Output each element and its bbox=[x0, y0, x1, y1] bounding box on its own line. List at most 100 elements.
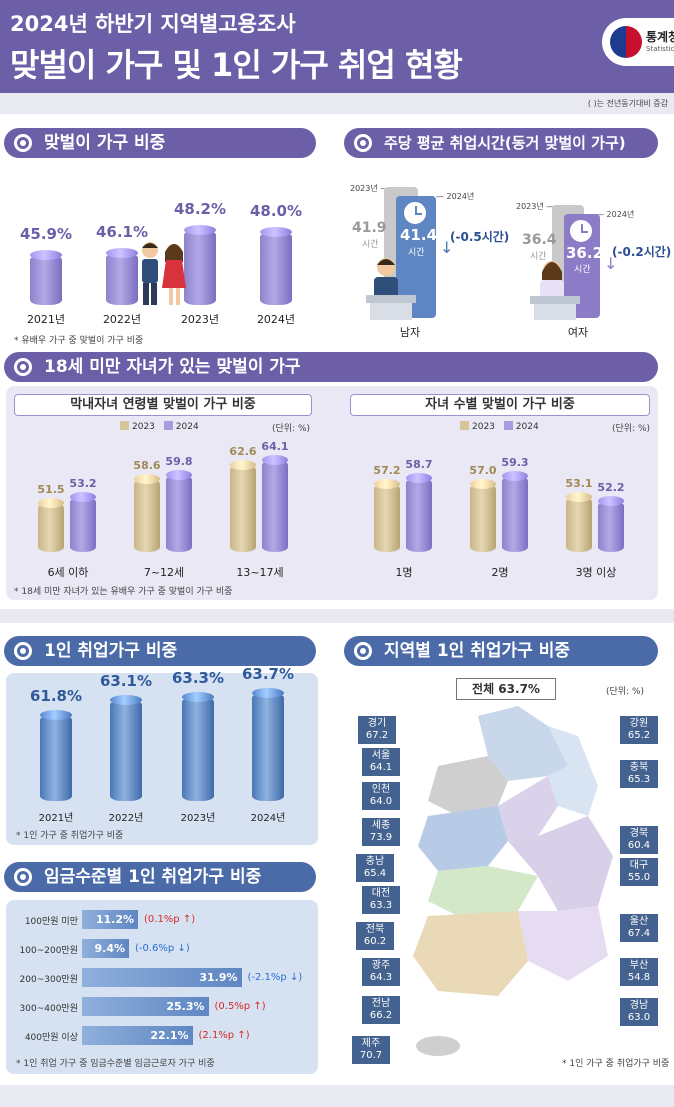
bullet-icon bbox=[14, 868, 32, 886]
single-share-bar bbox=[252, 692, 284, 801]
male-change: (-0.5시간) bbox=[450, 230, 510, 244]
age-bar-2024 bbox=[70, 497, 96, 552]
work-hours-title: 주당 평균 취업시간(동거 맞벌이 가구) bbox=[344, 128, 658, 158]
female-worker-illustration bbox=[530, 258, 580, 324]
age-value-2023: 58.6 bbox=[133, 458, 161, 472]
wage-change: (2.1%p ↑) bbox=[198, 1030, 250, 1041]
count-value-2023: 53.1 bbox=[565, 477, 593, 491]
dual-share-value: 48.2% bbox=[173, 199, 227, 218]
age-legend: 2023 2024 bbox=[114, 421, 199, 432]
wage-change: (0.1%p ↑) bbox=[144, 914, 196, 925]
count-unit: (단위: %) bbox=[612, 424, 651, 434]
female-change: (-0.2시간) bbox=[612, 245, 672, 259]
count-value-2023: 57.2 bbox=[373, 463, 401, 477]
wage-bar: 31.9% bbox=[82, 968, 242, 987]
count-bar-2023 bbox=[566, 497, 592, 552]
count-value-2024: 59.3 bbox=[501, 456, 529, 470]
single-share-year: 2023년 bbox=[180, 813, 216, 824]
wage-note: * 1인 취업 가구 중 임금수준별 임금근로자 가구 비중 bbox=[16, 1059, 215, 1069]
male-2024-value: 41.4 bbox=[400, 226, 438, 244]
age-value-2024: 59.8 bbox=[165, 454, 193, 468]
female-label: 여자 bbox=[567, 326, 589, 339]
wage-title: 임금수준별 1인 취업가구 비중 bbox=[4, 862, 316, 892]
single-share-value: 63.7% bbox=[241, 664, 295, 683]
female-2024-year-label: — 2024년 bbox=[596, 210, 635, 219]
count-value-2023: 57.0 bbox=[469, 464, 497, 478]
female-2023-year-label: 2023년 — bbox=[516, 202, 555, 211]
dual-share-bar bbox=[30, 255, 62, 305]
single-share-value: 61.8% bbox=[29, 687, 83, 706]
dual-share-bar bbox=[184, 229, 216, 305]
down-arrow-icon: ↓ bbox=[604, 254, 618, 273]
age-bar-2023 bbox=[38, 502, 64, 552]
wage-category: 300~400만원 bbox=[19, 1004, 78, 1014]
female-2023-unit: 시간 bbox=[530, 252, 547, 262]
age-bar-2023 bbox=[230, 465, 256, 552]
logo-subtext: Statistics Korea bbox=[646, 45, 674, 53]
age-value-2023: 62.6 bbox=[229, 445, 257, 459]
age-category: 6세 이하 bbox=[47, 566, 89, 579]
header-subtitle: 2024년 하반기 지역별고용조사 bbox=[10, 12, 296, 36]
age-bar-2024 bbox=[262, 460, 288, 552]
single-share-value: 63.1% bbox=[99, 671, 153, 690]
count-category: 2명 bbox=[491, 566, 509, 579]
single-share-bar bbox=[110, 699, 142, 801]
kids-section-title: 18세 미만 자녀가 있는 맞벌이 가구 bbox=[4, 352, 658, 382]
regional-unit: (단위: %) bbox=[606, 687, 645, 697]
wage-bar: 11.2% bbox=[82, 910, 138, 929]
age-category: 13~17세 bbox=[236, 566, 284, 579]
clock-icon bbox=[568, 218, 594, 244]
couple-illustration bbox=[132, 240, 192, 308]
clock-icon bbox=[402, 200, 428, 226]
female-2023-value: 36.4 bbox=[522, 232, 557, 248]
female-2024-unit: 시간 bbox=[574, 265, 591, 275]
bullet-icon bbox=[14, 134, 32, 152]
male-2023-year-label: 2023년 — bbox=[350, 184, 389, 193]
wage-category: 400만원 이상 bbox=[24, 1033, 78, 1043]
count-chart: 57.2 58.7 1명 57.0 59.3 2명 53.1 52.2 3명 이상 bbox=[350, 436, 650, 582]
age-bar-2023 bbox=[134, 478, 160, 552]
age-chart-title: 막내자녀 연령별 맞벌이 가구 비중 bbox=[14, 394, 312, 416]
wage-change: (-0.6%p ↓) bbox=[135, 943, 190, 954]
dual-share-bar bbox=[260, 232, 292, 305]
wage-change: (-2.1%p ↓) bbox=[247, 972, 303, 983]
male-2024-year-label: — 2024년 bbox=[436, 192, 475, 201]
age-value-2024: 64.1 bbox=[261, 440, 289, 454]
count-bar-2024 bbox=[502, 476, 528, 552]
count-chart-title: 자녀 수별 맞벌이 가구 비중 bbox=[350, 394, 650, 416]
age-unit: (단위: %) bbox=[272, 424, 311, 434]
age-chart: 51.5 53.2 6세 이하 58.6 59.8 7~12세 62.6 64.1 13~17세 bbox=[14, 436, 314, 582]
dual-share-chart: 45.9% 2021년 46.1% 2022년 48.2% 2023년 48.0% 2024년 bbox=[0, 165, 330, 335]
count-legend: 2023 2024 bbox=[454, 421, 539, 432]
male-2024-unit: 시간 bbox=[408, 248, 425, 258]
dual-share-value: 45.9% bbox=[19, 225, 73, 244]
dual-share-year: 2021년 bbox=[26, 313, 66, 326]
regional-note: * 1인 가구 중 취업가구 비중 bbox=[562, 1059, 670, 1069]
down-arrow-icon: ↓ bbox=[440, 238, 454, 257]
taegeuk-logo-icon bbox=[610, 26, 642, 58]
wage-bar: 22.1% bbox=[82, 1026, 193, 1045]
male-worker-illustration bbox=[366, 255, 416, 324]
regional-total: 전체 63.7% bbox=[456, 678, 556, 700]
wage-chart: 100만원 미만 11.2% (0.1%p ↑) 100~200만원 9.4% (-0.6… bbox=[6, 900, 318, 1050]
wage-change: (0.5%p ↑) bbox=[214, 1001, 266, 1012]
dual-share-year: 2022년 bbox=[102, 313, 142, 326]
dual-share-year: 2023년 bbox=[180, 313, 220, 326]
wage-category: 100~200만원 bbox=[19, 946, 78, 956]
single-share-bar bbox=[40, 715, 72, 801]
single-share-year: 2024년 bbox=[250, 813, 286, 824]
korea-map bbox=[398, 706, 628, 1066]
count-value-2024: 52.2 bbox=[597, 480, 625, 494]
single-share-title: 1인 취업가구 비중 bbox=[4, 636, 316, 666]
wage-bar: 25.3% bbox=[82, 997, 209, 1016]
count-bar-2024 bbox=[406, 478, 432, 552]
age-bar-2024 bbox=[166, 474, 192, 552]
dual-share-value: 46.1% bbox=[95, 222, 149, 241]
count-bar-2023 bbox=[374, 483, 400, 552]
kids-content-box bbox=[6, 386, 658, 600]
kids-note: * 18세 미만 자녀가 있는 유배우 가구 중 맞벌이 가구 비중 bbox=[14, 587, 233, 597]
female-2024-value: 36.2 bbox=[566, 244, 604, 262]
wage-category: 100만원 미만 bbox=[24, 917, 78, 927]
count-value-2024: 58.7 bbox=[405, 458, 433, 472]
count-category: 1명 bbox=[395, 566, 413, 579]
